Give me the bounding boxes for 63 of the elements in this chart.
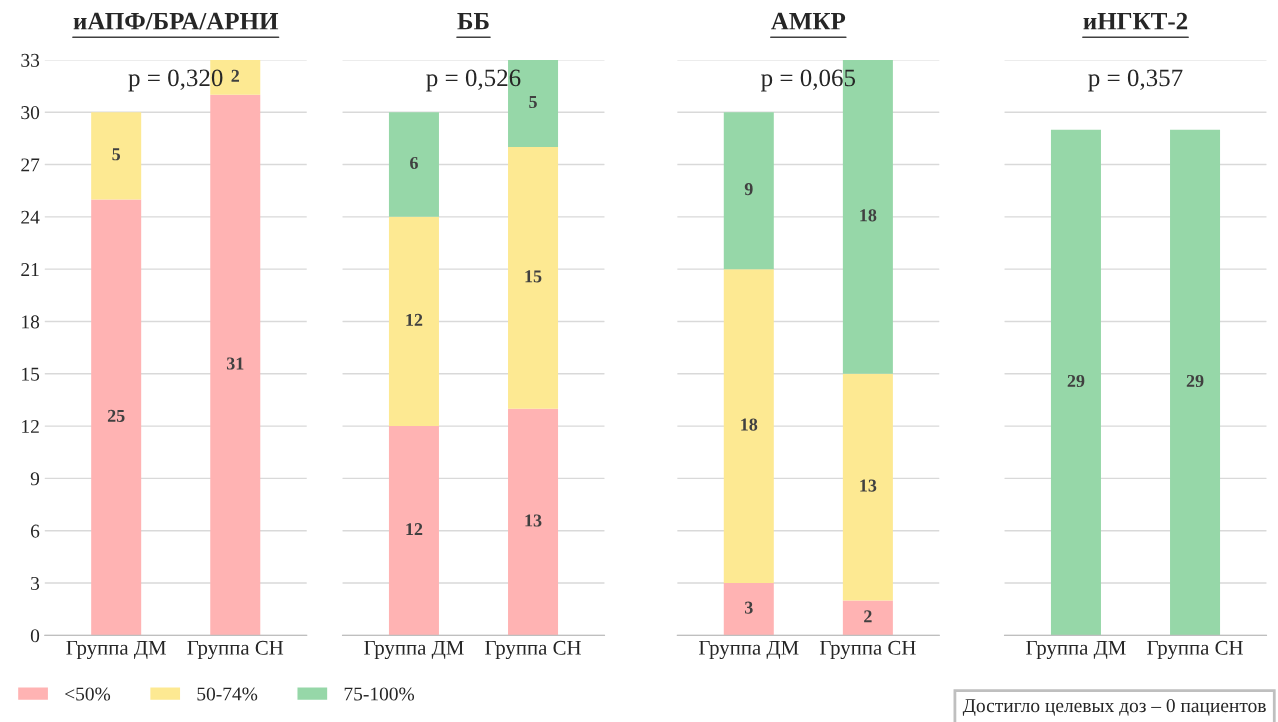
legend-label: <50% xyxy=(65,687,111,701)
y-tick-label: 12 xyxy=(22,419,39,433)
x-tick-label: Группа ДМ xyxy=(1026,640,1126,660)
bar xyxy=(723,269,774,584)
y-tick-label: 9 xyxy=(30,472,40,486)
bar xyxy=(723,583,774,636)
chart-title: ББ xyxy=(457,13,489,30)
legend-label: 50-74% xyxy=(197,687,258,701)
bar xyxy=(388,112,439,217)
bar xyxy=(842,373,893,601)
bar xyxy=(508,147,559,409)
bar xyxy=(210,94,261,636)
bar xyxy=(842,600,893,636)
y-tick-label: 33 xyxy=(21,53,40,67)
y-tick-label: 21 xyxy=(21,263,39,276)
bar xyxy=(388,216,439,427)
y-tick-label: 18 xyxy=(22,315,40,329)
data-label: 5 xyxy=(529,96,537,109)
x-tick-label: Группа ДМ xyxy=(364,640,464,660)
y-tick-label: 3 xyxy=(31,576,40,590)
y-tick-label: 15 xyxy=(22,367,40,381)
bar xyxy=(91,112,142,200)
bar xyxy=(723,112,774,270)
chart-title: иНГКТ-2 xyxy=(1083,12,1188,30)
data-label: 15 xyxy=(525,270,542,283)
x-tick-label: Группа СН xyxy=(1147,640,1243,660)
data-label: 2 xyxy=(864,610,872,623)
data-label: 13 xyxy=(860,479,877,492)
chart-title: иАПФ/БРА/АРНИ xyxy=(73,12,279,30)
data-label: 31 xyxy=(226,357,244,370)
bar xyxy=(388,426,439,636)
data-label: 12 xyxy=(406,523,423,536)
data-label: 3 xyxy=(744,601,753,614)
x-tick-label: Группа ДМ xyxy=(699,640,799,660)
y-tick-label: 6 xyxy=(30,524,40,538)
data-label: 25 xyxy=(107,409,125,422)
x-tick-label: Группа СН xyxy=(187,640,284,660)
data-label: 9 xyxy=(744,183,753,196)
data-label: 18 xyxy=(860,209,877,222)
annotation: p = 0,320 xyxy=(128,69,223,92)
legend-label: 75-100% xyxy=(344,687,415,701)
data-label: 2 xyxy=(231,69,240,82)
data-label: 5 xyxy=(112,148,121,161)
y-tick-label: 27 xyxy=(21,158,40,172)
x-tick-label: Группа СН xyxy=(485,640,581,660)
text: Достигло целевых доз – 0 пациентов xyxy=(962,699,1266,717)
y-tick-label: 30 xyxy=(21,106,40,120)
y-tick-label: 0 xyxy=(30,629,40,643)
bar xyxy=(508,408,559,636)
y-tick-label: 24 xyxy=(21,210,40,224)
annotation: p = 0,065 xyxy=(761,69,856,92)
chart-title: АМКР xyxy=(771,12,846,30)
bar xyxy=(91,199,142,636)
x-tick-label: Группа ДМ xyxy=(66,640,166,660)
annotation: p = 0,357 xyxy=(1088,69,1183,92)
data-label: 12 xyxy=(406,313,423,326)
x-tick-label: Группа СН xyxy=(819,640,916,660)
data-label: 29 xyxy=(1067,374,1085,388)
annotation: p = 0,526 xyxy=(426,69,521,92)
data-label: 29 xyxy=(1186,374,1204,388)
data-label: 18 xyxy=(741,418,758,431)
data-label: 13 xyxy=(525,514,542,527)
data-label: 6 xyxy=(410,156,418,170)
